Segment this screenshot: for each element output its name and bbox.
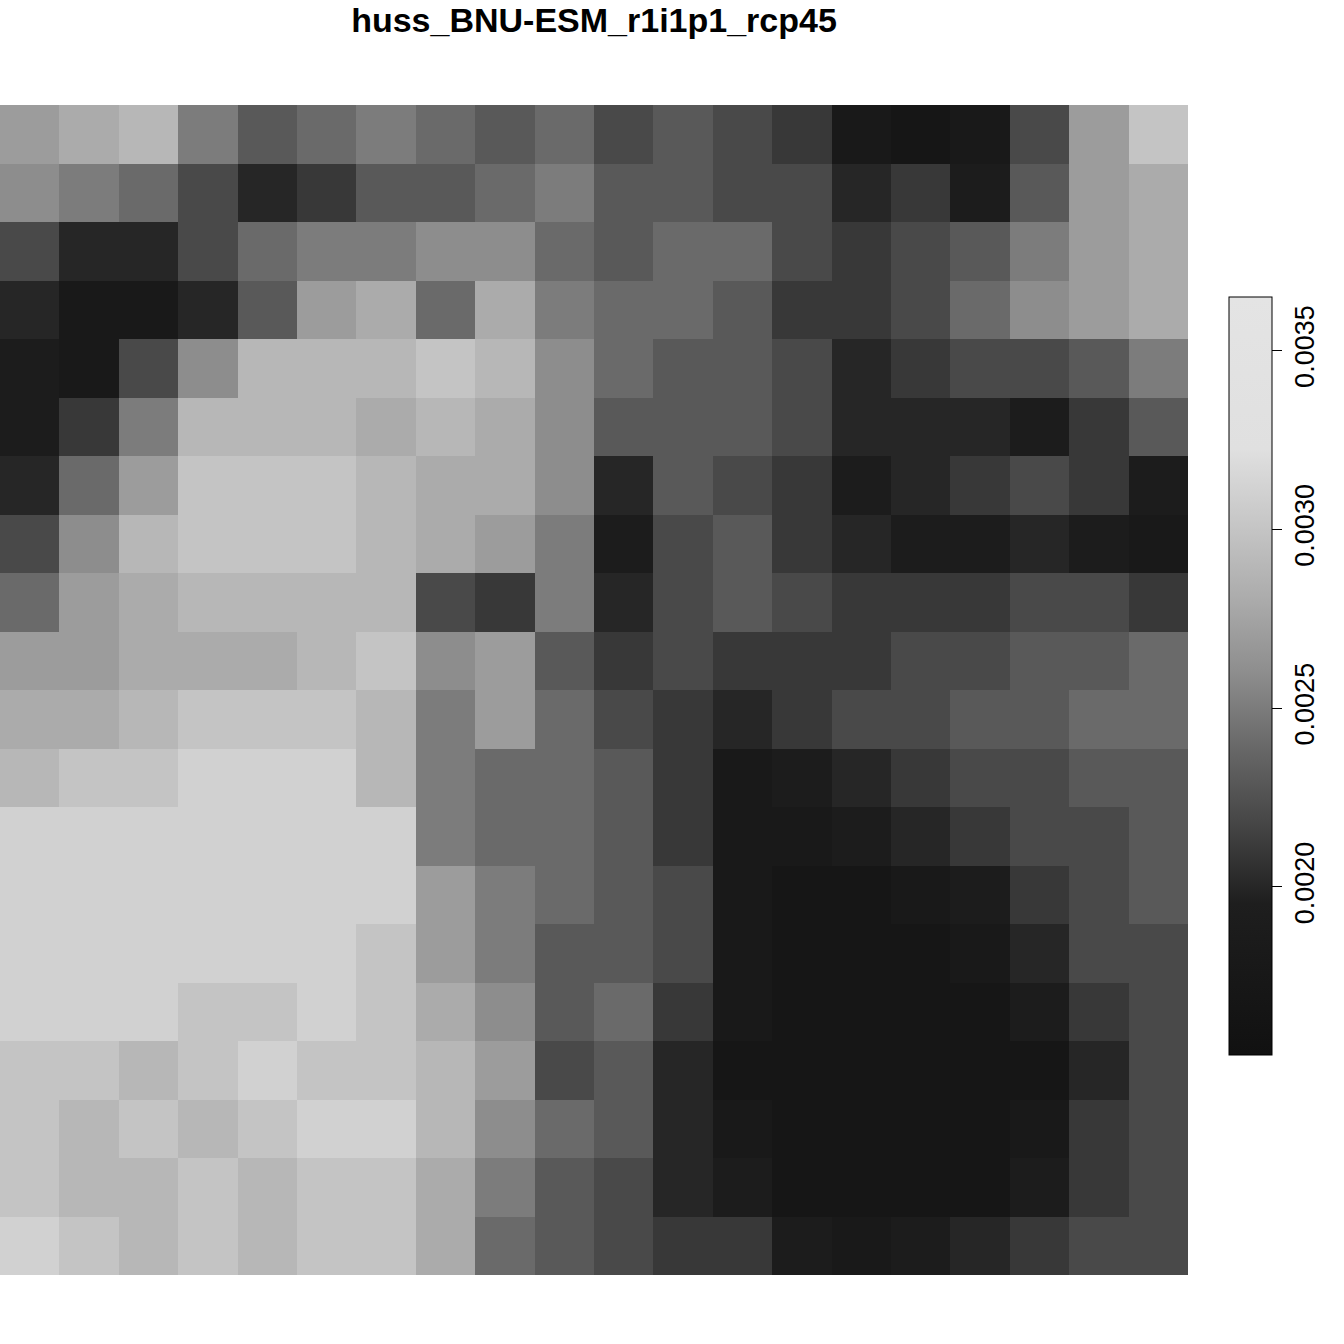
svg-text:0.0025: 0.0025 — [1290, 663, 1320, 746]
svg-text:0.0020: 0.0020 — [1290, 842, 1320, 925]
svg-text:0.0035: 0.0035 — [1290, 305, 1320, 388]
svg-text:0.0030: 0.0030 — [1290, 484, 1320, 567]
svg-text:huss_BNU-ESM_r1i1p1_rcp45: huss_BNU-ESM_r1i1p1_rcp45 — [351, 1, 837, 39]
